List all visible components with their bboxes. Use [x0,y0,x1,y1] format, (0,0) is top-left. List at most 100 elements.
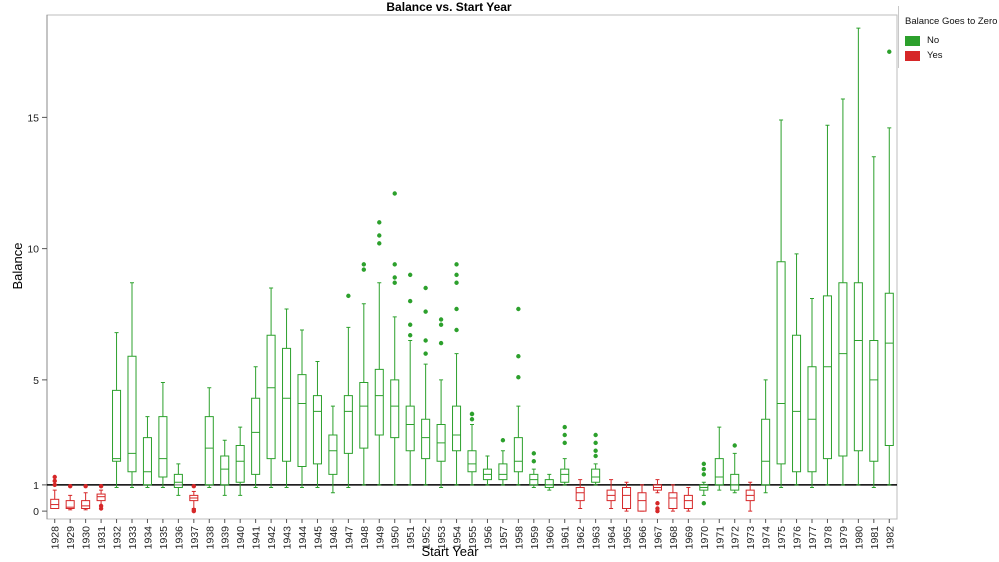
x-tick-label: 1963 [591,526,603,550]
box-1949 [374,220,384,486]
x-tick-label: 1961 [560,526,572,550]
box-1978 [822,124,832,486]
outlier-point [438,322,444,327]
x-tick-label: 1949 [374,526,386,550]
box-1947 [343,293,353,488]
legend-item-no[interactable]: No [905,33,998,48]
x-tick-label: 1947 [343,526,355,550]
x-tick-label: 1928 [50,526,62,550]
box-iqr [668,492,678,509]
legend-label-no: No [927,35,940,46]
outlier-point [531,459,537,464]
outlier-point [701,472,707,477]
outlier-point [593,453,598,459]
box-iqr [328,434,338,475]
y-tick-label: 1 [33,480,39,492]
x-tick-label: 1934 [142,526,154,550]
box-iqr [884,292,894,446]
box-1938 [204,387,214,488]
outlier-point [83,483,88,489]
box-1968 [668,484,678,512]
box-iqr [776,261,786,465]
x-tick-label: 1942 [266,526,278,550]
box-1963 [591,432,601,486]
x-tick-label: 1970 [699,526,711,550]
box-1953 [436,317,446,488]
outlier-point [423,338,428,343]
box-1936 [173,463,183,496]
box-1967 [652,479,662,514]
x-tick-label: 1930 [81,526,93,550]
x-tick-label: 1965 [622,526,634,550]
box-1934 [142,416,152,488]
box-1972 [730,443,740,494]
box-1933 [127,282,137,488]
box-1954 [452,262,462,486]
box-1951 [405,272,415,486]
outlier-point [361,267,367,272]
box-1929 [65,483,75,511]
x-tick-label: 1956 [482,526,494,550]
box-iqr [359,382,369,449]
x-tick-label: 1953 [436,526,448,550]
box-iqr [158,416,168,478]
outlier-point [377,241,382,246]
box-1956 [482,455,492,486]
outlier-point [701,461,707,467]
x-tick-label: 1971 [714,526,726,550]
outlier-point [562,424,567,430]
box-iqr [173,473,183,488]
box-iqr [714,458,724,486]
box-iqr [266,334,276,460]
legend-label-yes: Yes [927,50,943,61]
box-iqr [838,282,848,457]
box-iqr [544,479,554,488]
outlier-point [191,483,197,489]
box-1932 [112,332,122,488]
outlier-point [655,508,660,514]
x-tick-label: 1955 [467,526,479,550]
x-tick-label: 1951 [405,526,417,550]
box-iqr [591,468,601,483]
outlier-point [191,508,197,514]
x-tick-label: 1966 [637,526,649,550]
box-iqr [390,379,400,439]
outlier-point [469,417,475,422]
box-1957 [498,438,508,486]
x-tick-label: 1938 [204,526,216,550]
box-iqr [282,347,292,462]
x-tick-label: 1941 [251,526,263,550]
outlier-point [701,501,707,506]
x-tick-label: 1940 [235,526,247,550]
x-tick-label: 1935 [158,526,170,550]
legend-swatch-no [905,35,920,46]
box-iqr [869,340,879,462]
outlier-point [500,438,506,443]
box-1975 [776,119,786,488]
box-iqr [575,487,585,502]
x-tick-label: 1929 [65,526,77,550]
legend-item-yes[interactable]: Yes [905,48,998,63]
box-iqr [235,445,245,483]
box-iqr [312,395,322,465]
x-tick-label: 1974 [761,526,773,550]
outlier-point [562,432,567,438]
box-1937 [189,483,199,514]
box-iqr [374,368,384,436]
outlier-point [454,280,459,285]
x-tick-label: 1960 [544,526,556,550]
x-tick-label: 1976 [792,526,804,550]
box-iqr [81,500,91,509]
outlier-point [392,280,397,285]
outlier-point [361,262,367,267]
box-1948 [359,262,369,486]
box-1982 [884,49,894,486]
x-tick-label: 1969 [683,526,695,550]
outlier-point [52,478,57,484]
outlier-point [423,285,428,291]
box-1979 [838,98,848,486]
x-tick-label: 1936 [173,526,185,550]
outlier-point [407,272,413,278]
box-1940 [235,426,245,496]
box-1955 [467,411,477,486]
